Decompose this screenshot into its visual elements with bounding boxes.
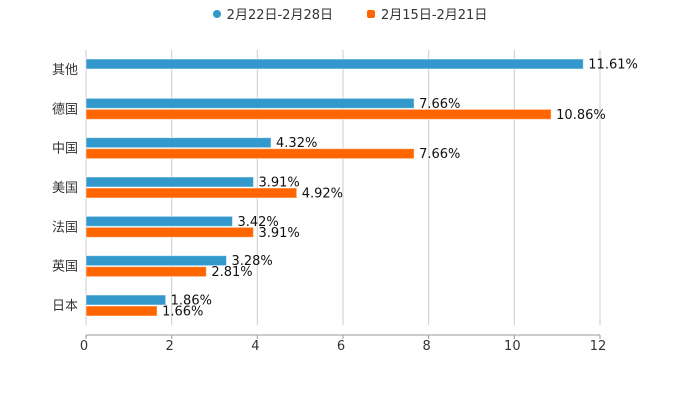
y-tick-label: 英国 — [52, 260, 78, 275]
data-label: 4.92% — [302, 187, 343, 202]
y-tick-label: 法国 — [52, 220, 78, 235]
data-label: 7.66% — [419, 97, 460, 112]
x-tick-label: 12 — [590, 339, 607, 354]
data-label: 11.61% — [588, 58, 638, 73]
y-tick-label: 日本 — [52, 299, 78, 314]
bar — [85, 226, 254, 238]
bar — [85, 108, 552, 120]
x-tick-label: 0 — [80, 339, 88, 354]
bar — [85, 148, 415, 160]
bar — [85, 176, 254, 188]
x-tick-label: 8 — [423, 339, 431, 354]
data-label: 3.91% — [258, 176, 299, 191]
data-label: 4.32% — [276, 136, 317, 151]
y-tick-label: 中国 — [52, 142, 78, 157]
legend-label: 2月22日-2月28日 — [226, 8, 333, 23]
legend-marker-circle-icon — [212, 9, 221, 18]
x-tick-label: 10 — [504, 339, 521, 354]
data-label: 1.86% — [171, 294, 212, 309]
bar — [85, 255, 227, 267]
data-label: 3.91% — [258, 226, 299, 241]
bar — [85, 266, 207, 278]
bar — [85, 215, 233, 227]
legend-item-series-1[interactable]: 2月15日-2月21日 — [367, 4, 487, 23]
bar — [85, 305, 158, 317]
legend-item-series-0[interactable]: 2月22日-2月28日 — [212, 4, 333, 23]
bar — [85, 137, 272, 149]
bar — [85, 187, 298, 199]
y-tick-label: 美国 — [52, 181, 78, 196]
bar — [85, 58, 584, 70]
data-label: 7.66% — [419, 147, 460, 162]
data-label: 3.42% — [237, 215, 278, 230]
data-label: 1.66% — [162, 305, 203, 320]
bar — [85, 97, 415, 109]
y-tick-label: 德国 — [52, 102, 78, 117]
legend: 2月22日-2月28日 2月15日-2月21日 — [0, 4, 700, 23]
data-label: 2.81% — [211, 265, 252, 280]
legend-label: 2月15日-2月21日 — [381, 8, 488, 23]
data-label: 3.28% — [231, 254, 272, 269]
x-tick-label: 4 — [251, 339, 259, 354]
legend-marker-square-icon — [367, 9, 375, 18]
x-tick-label: 6 — [337, 339, 345, 354]
data-label: 10.86% — [556, 108, 606, 123]
x-tick-label: 2 — [166, 339, 174, 354]
y-tick-label: 其他 — [52, 63, 78, 78]
bar — [85, 294, 167, 306]
